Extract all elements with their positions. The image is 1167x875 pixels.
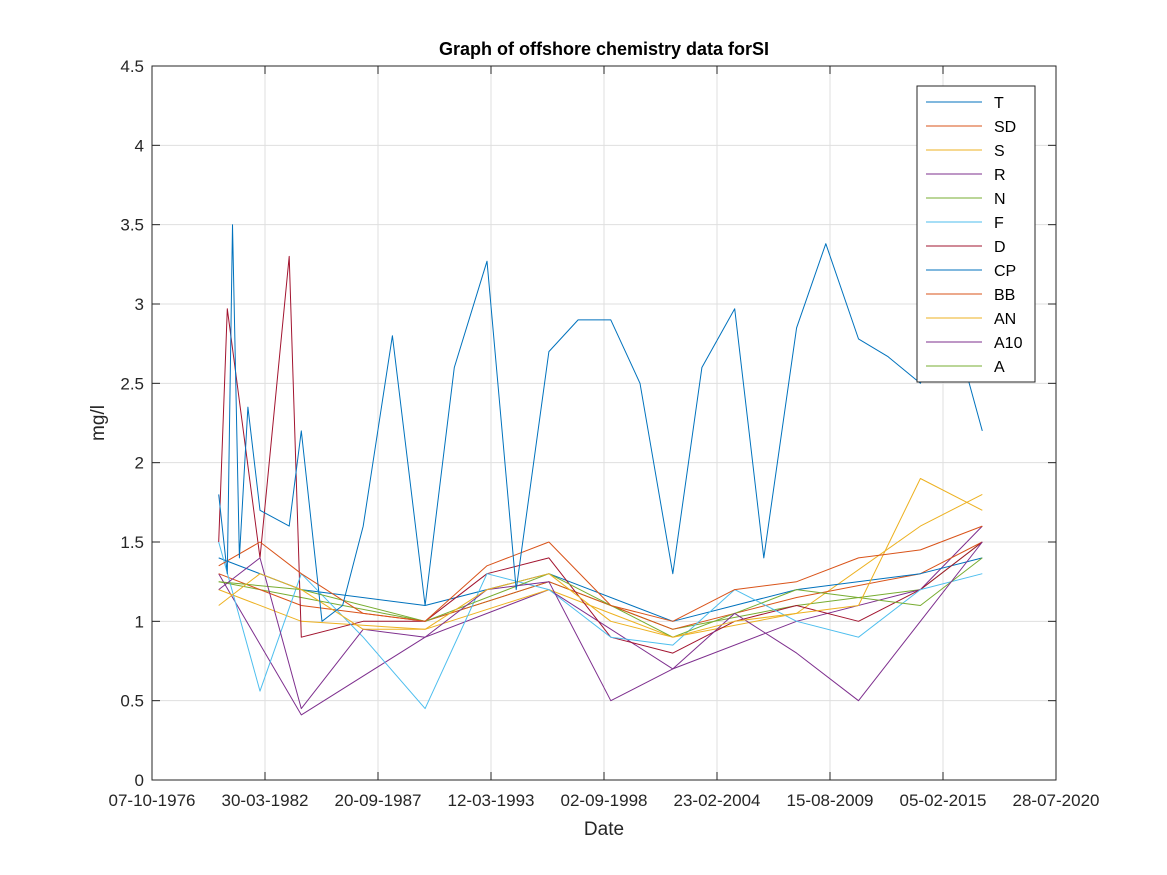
legend-label-a10: A10 [994,335,1023,352]
y-tick-label: 0.5 [120,692,144,711]
series-line-r [218,541,983,710]
x-tick-label: 30-03-1982 [222,791,309,810]
y-tick-label: 0 [135,771,144,790]
legend-label-s: S [994,143,1005,160]
x-tick-label: 12-03-1993 [448,791,535,810]
ticks: 07-10-1976 30-03-1982 20-09-1987 12-03-1993… [109,57,1100,810]
series-line-a10 [218,525,983,716]
legend-label-sd: SD [994,119,1016,136]
legend-label-t: T [994,95,1004,112]
y-tick-label: 1.5 [120,533,144,552]
x-tick-label: 07-10-1976 [109,791,196,810]
x-tick-label: 02-09-1998 [561,791,648,810]
x-tick-label: 15-08-2009 [787,791,874,810]
series-lines [218,224,983,716]
y-tick-label: 3 [135,295,144,314]
series-line-an [218,493,983,638]
y-tick-label: 2.5 [120,374,144,393]
x-axis-label: Date [584,819,624,840]
legend-label-d: D [994,239,1006,256]
series-line-f [218,541,983,710]
legend-label-n: N [994,191,1006,208]
y-tick-label: 2 [135,454,144,473]
legend-label-a: A [994,359,1005,376]
x-tick-label: 20-09-1987 [335,791,422,810]
x-tick-label: 23-02-2004 [674,791,761,810]
legend-label-bb: BB [994,287,1015,304]
chart-title: Graph of offshore chemistry data forSI [439,39,769,59]
y-axis-label: mg/l [88,405,109,441]
legend-label-an: AN [994,311,1016,328]
y-tick-label: 4 [135,136,144,155]
series-line-d [218,255,983,654]
legend-label-r: R [994,167,1006,184]
plot-area: 07-10-1976 30-03-1982 20-09-1987 12-03-1993… [109,57,1100,810]
y-tick-label: 1 [135,612,144,631]
y-tick-label: 4.5 [120,57,144,76]
y-tick-label: 3.5 [120,216,144,235]
series-line-cp [218,557,983,622]
series-line-sd [218,525,983,622]
legend-box [916,85,1036,383]
x-tick-label: 05-02-2015 [900,791,987,810]
legend-label-cp: CP [994,263,1016,280]
series-line-t [218,224,983,622]
x-tick-label: 28-07-2020 [1013,791,1100,810]
legend-label-f: F [994,215,1004,232]
series-line-s [218,478,983,638]
